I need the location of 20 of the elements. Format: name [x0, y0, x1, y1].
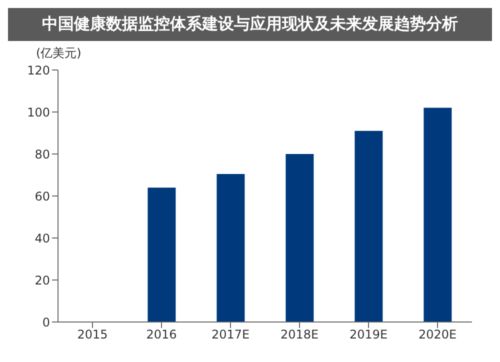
x-tick-label: 2016 — [146, 328, 177, 342]
y-tick-label: 0 — [42, 315, 50, 330]
bar — [216, 174, 245, 322]
y-tick-label: 60 — [34, 189, 50, 204]
x-tick-label: 2018E — [280, 328, 319, 342]
bar — [148, 188, 176, 322]
y-tick-label: 100 — [27, 105, 50, 120]
bar — [424, 108, 452, 322]
x-tick-label: 2019E — [349, 328, 388, 342]
y-tick-label: 120 — [27, 63, 50, 78]
bar — [286, 154, 314, 322]
y-axis-title: (亿美元) — [36, 45, 82, 62]
chart-title: 中国健康数据监控体系建设与应用现状及未来发展趋势分析 — [8, 8, 492, 41]
x-tick-label: 2020E — [418, 328, 457, 342]
bar — [354, 130, 383, 322]
y-tick-label: 80 — [34, 147, 50, 162]
x-tick-label: 2017E — [211, 328, 250, 342]
x-tick-label: 2015 — [77, 328, 108, 342]
y-tick-label: 20 — [34, 273, 50, 288]
y-tick-label: 40 — [34, 231, 50, 246]
